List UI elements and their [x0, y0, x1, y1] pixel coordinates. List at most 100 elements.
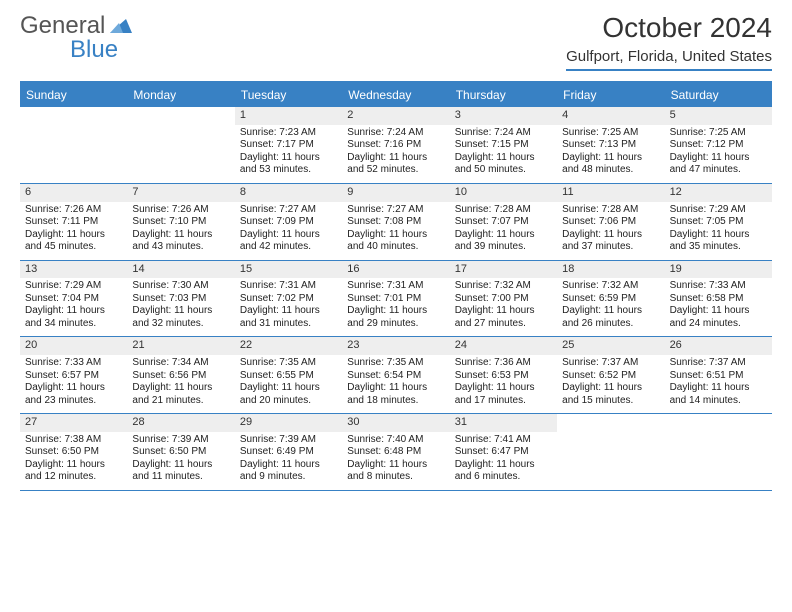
- day-body: Sunrise: 7:25 AMSunset: 7:13 PMDaylight:…: [557, 125, 664, 183]
- day-info-line: and 20 minutes.: [240, 395, 337, 408]
- page-header: General Blue October 2024 Gulfport, Flor…: [20, 12, 772, 71]
- day-info-line: Sunset: 6:50 PM: [25, 446, 122, 459]
- day-info-line: and 47 minutes.: [670, 164, 767, 177]
- day-number: 30: [342, 414, 449, 432]
- day-info-line: Daylight: 11 hours: [455, 152, 552, 165]
- day-info-line: Daylight: 11 hours: [240, 152, 337, 165]
- day-number: 22: [235, 337, 342, 355]
- day-info-line: and 31 minutes.: [240, 318, 337, 331]
- day-info-line: Daylight: 11 hours: [347, 229, 444, 242]
- day-info-line: Sunset: 7:02 PM: [240, 293, 337, 306]
- day-info-line: Sunset: 6:57 PM: [25, 370, 122, 383]
- calendar-page: General Blue October 2024 Gulfport, Flor…: [0, 0, 792, 503]
- day-info-line: Sunset: 6:47 PM: [455, 446, 552, 459]
- day-info-line: and 6 minutes.: [455, 471, 552, 484]
- day-info-line: Sunset: 6:48 PM: [347, 446, 444, 459]
- day-body: Sunrise: 7:27 AMSunset: 7:08 PMDaylight:…: [342, 202, 449, 260]
- day-info-line: and 24 minutes.: [670, 318, 767, 331]
- day-info-line: Sunrise: 7:32 AM: [455, 280, 552, 293]
- day-info-line: Sunrise: 7:32 AM: [562, 280, 659, 293]
- day-body: Sunrise: 7:25 AMSunset: 7:12 PMDaylight:…: [665, 125, 772, 183]
- day-info-line: Sunrise: 7:28 AM: [455, 204, 552, 217]
- brand-logo: General Blue: [20, 12, 134, 40]
- day-info-line: Daylight: 11 hours: [670, 152, 767, 165]
- day-cell: 23Sunrise: 7:35 AMSunset: 6:54 PMDayligh…: [342, 337, 449, 413]
- day-number: 23: [342, 337, 449, 355]
- day-body: Sunrise: 7:31 AMSunset: 7:02 PMDaylight:…: [235, 278, 342, 336]
- day-number: 28: [127, 414, 234, 432]
- day-info-line: and 18 minutes.: [347, 395, 444, 408]
- day-info-line: Sunset: 6:59 PM: [562, 293, 659, 306]
- day-number: 19: [665, 261, 772, 279]
- day-cell: 10Sunrise: 7:28 AMSunset: 7:07 PMDayligh…: [450, 184, 557, 260]
- day-number: 8: [235, 184, 342, 202]
- day-number: 6: [20, 184, 127, 202]
- day-header-thu: Thursday: [450, 83, 557, 107]
- day-cell: 18Sunrise: 7:32 AMSunset: 6:59 PMDayligh…: [557, 261, 664, 337]
- day-body: Sunrise: 7:36 AMSunset: 6:53 PMDaylight:…: [450, 355, 557, 413]
- day-info-line: and 50 minutes.: [455, 164, 552, 177]
- day-number: 9: [342, 184, 449, 202]
- day-info-line: and 48 minutes.: [562, 164, 659, 177]
- week-row: 13Sunrise: 7:29 AMSunset: 7:04 PMDayligh…: [20, 261, 772, 338]
- day-info-line: Daylight: 11 hours: [240, 229, 337, 242]
- day-info-line: and 17 minutes.: [455, 395, 552, 408]
- day-cell: 27Sunrise: 7:38 AMSunset: 6:50 PMDayligh…: [20, 414, 127, 490]
- day-cell: 26Sunrise: 7:37 AMSunset: 6:51 PMDayligh…: [665, 337, 772, 413]
- day-cell: 13Sunrise: 7:29 AMSunset: 7:04 PMDayligh…: [20, 261, 127, 337]
- day-cell: 12Sunrise: 7:29 AMSunset: 7:05 PMDayligh…: [665, 184, 772, 260]
- day-info-line: Sunrise: 7:25 AM: [562, 127, 659, 140]
- day-info-line: and 32 minutes.: [132, 318, 229, 331]
- day-cell: 17Sunrise: 7:32 AMSunset: 7:00 PMDayligh…: [450, 261, 557, 337]
- day-number: 29: [235, 414, 342, 432]
- day-info-line: Daylight: 11 hours: [562, 382, 659, 395]
- day-info-line: Sunrise: 7:26 AM: [132, 204, 229, 217]
- day-info-line: Sunrise: 7:37 AM: [562, 357, 659, 370]
- day-body: Sunrise: 7:32 AMSunset: 6:59 PMDaylight:…: [557, 278, 664, 336]
- week-row: 27Sunrise: 7:38 AMSunset: 6:50 PMDayligh…: [20, 414, 772, 491]
- day-cell: 2Sunrise: 7:24 AMSunset: 7:16 PMDaylight…: [342, 107, 449, 183]
- day-header-sun: Sunday: [20, 83, 127, 107]
- day-info-line: Sunrise: 7:31 AM: [347, 280, 444, 293]
- day-body: Sunrise: 7:24 AMSunset: 7:16 PMDaylight:…: [342, 125, 449, 183]
- day-info-line: Sunrise: 7:26 AM: [25, 204, 122, 217]
- day-info-line: Daylight: 11 hours: [132, 229, 229, 242]
- day-info-line: Sunrise: 7:23 AM: [240, 127, 337, 140]
- day-info-line: Sunset: 7:11 PM: [25, 216, 122, 229]
- day-header-sat: Saturday: [665, 83, 772, 107]
- day-info-line: Sunset: 7:07 PM: [455, 216, 552, 229]
- day-info-line: and 52 minutes.: [347, 164, 444, 177]
- day-body: Sunrise: 7:41 AMSunset: 6:47 PMDaylight:…: [450, 432, 557, 490]
- day-info-line: and 29 minutes.: [347, 318, 444, 331]
- day-info-line: and 21 minutes.: [132, 395, 229, 408]
- day-number: 2: [342, 107, 449, 125]
- day-info-line: Daylight: 11 hours: [562, 229, 659, 242]
- day-body: Sunrise: 7:40 AMSunset: 6:48 PMDaylight:…: [342, 432, 449, 490]
- day-number: 4: [557, 107, 664, 125]
- day-info-line: Daylight: 11 hours: [347, 382, 444, 395]
- day-info-line: Daylight: 11 hours: [670, 382, 767, 395]
- day-info-line: Sunrise: 7:33 AM: [670, 280, 767, 293]
- day-info-line: Sunset: 6:52 PM: [562, 370, 659, 383]
- weeks-container: 1Sunrise: 7:23 AMSunset: 7:17 PMDaylight…: [20, 107, 772, 491]
- day-header-tue: Tuesday: [235, 83, 342, 107]
- day-info-line: Sunset: 6:58 PM: [670, 293, 767, 306]
- day-info-line: and 12 minutes.: [25, 471, 122, 484]
- day-info-line: Sunrise: 7:33 AM: [25, 357, 122, 370]
- day-info-line: Sunrise: 7:41 AM: [455, 434, 552, 447]
- day-info-line: Daylight: 11 hours: [455, 459, 552, 472]
- day-body: [665, 418, 772, 476]
- location-label: Gulfport, Florida, United States: [566, 48, 772, 71]
- day-info-line: Daylight: 11 hours: [347, 152, 444, 165]
- day-info-line: Sunrise: 7:27 AM: [240, 204, 337, 217]
- day-info-line: and 11 minutes.: [132, 471, 229, 484]
- day-cell: 22Sunrise: 7:35 AMSunset: 6:55 PMDayligh…: [235, 337, 342, 413]
- day-info-line: Daylight: 11 hours: [25, 459, 122, 472]
- day-info-line: Sunrise: 7:39 AM: [132, 434, 229, 447]
- day-info-line: and 23 minutes.: [25, 395, 122, 408]
- day-body: Sunrise: 7:33 AMSunset: 6:58 PMDaylight:…: [665, 278, 772, 336]
- day-number: 12: [665, 184, 772, 202]
- day-body: Sunrise: 7:38 AMSunset: 6:50 PMDaylight:…: [20, 432, 127, 490]
- day-info-line: Sunset: 7:13 PM: [562, 139, 659, 152]
- day-cell: 7Sunrise: 7:26 AMSunset: 7:10 PMDaylight…: [127, 184, 234, 260]
